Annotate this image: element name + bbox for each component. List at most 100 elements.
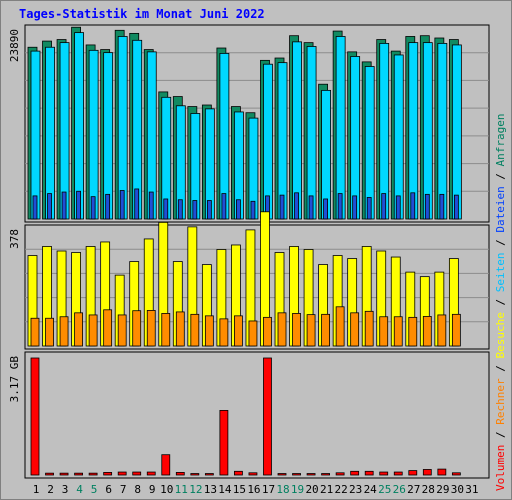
x-axis-day-label: 4 (76, 483, 83, 496)
bar-volumen-day-27 (408, 470, 418, 476)
legend-separator: / (494, 425, 507, 445)
x-axis-day-label: 6 (105, 483, 112, 496)
legend-item-anfragen: Anfragen (494, 113, 507, 166)
bar-volumen-day-1 (30, 357, 40, 476)
bar-volumen-day-26 (393, 471, 403, 476)
bar-rechner-day-15 (234, 315, 243, 347)
bar-volumen-day-12 (190, 473, 200, 476)
x-axis-day-label: 20 (305, 483, 318, 496)
bar-dateien-day-23 (350, 56, 361, 220)
bar-dateien-day-1 (30, 50, 41, 220)
bar-seiten-day-18 (279, 194, 285, 220)
x-axis-day-label: 19 (291, 483, 304, 496)
legend-separator: / (494, 292, 507, 312)
bar-seiten-day-20 (308, 195, 314, 220)
bar-seiten-day-30 (453, 194, 459, 220)
bar-volumen-day-8 (132, 471, 142, 476)
bar-seiten-day-28 (424, 193, 430, 220)
x-axis-day-label: 11 (175, 483, 188, 496)
x-axis-day-label: 30 (451, 483, 464, 496)
bar-volumen-day-24 (364, 470, 374, 476)
bar-volumen-day-15 (234, 470, 243, 476)
x-axis-day-label: 17 (262, 483, 275, 496)
bar-dateien-day-24 (364, 66, 375, 220)
bar-volumen-day-3 (59, 472, 69, 476)
bar-seiten-day-27 (410, 192, 416, 220)
bar-rechner-day-6 (103, 309, 113, 347)
bar-seiten-day-24 (366, 197, 372, 220)
x-axis-day-label: 12 (189, 483, 202, 496)
x-axis-day-label: 25 (378, 483, 391, 496)
bar-volumen-day-2 (45, 472, 54, 476)
bar-seiten-day-19 (294, 192, 299, 220)
bar-seiten-day-11 (177, 199, 183, 220)
bar-seiten-day-2 (47, 193, 52, 220)
bar-volumen-day-13 (204, 473, 214, 476)
bar-seiten-day-12 (192, 200, 198, 220)
bar-rechner-day-21 (321, 313, 331, 347)
bar-rechner-day-17 (263, 316, 272, 347)
x-axis-day-label: 28 (422, 483, 435, 496)
bar-rechner-day-26 (393, 316, 403, 347)
bar-rechner-day-2 (45, 317, 54, 347)
bar-volumen-day-30 (451, 472, 461, 476)
bar-seiten-day-9 (148, 191, 154, 220)
x-axis-day-label: 16 (247, 483, 260, 496)
bar-rechner-day-7 (117, 314, 127, 347)
bar-rechner-day-23 (350, 312, 360, 347)
bar-rechner-day-13 (204, 315, 214, 347)
bar-volumen-day-11 (175, 472, 185, 476)
x-axis-day-label: 31 (465, 483, 478, 496)
bar-volumen-day-21 (321, 473, 331, 476)
bar-rechner-day-24 (364, 310, 374, 347)
bar-rechner-day-10 (161, 313, 171, 347)
bar-rechner-day-25 (379, 316, 389, 347)
bar-dateien-day-5 (88, 49, 99, 220)
legend-item-volumen: Volumen (494, 445, 507, 491)
y-axis-max-label: 23890 (8, 29, 21, 62)
legend: Volumen / Rechner / Besuche / Seiten / D… (494, 113, 507, 491)
bar-rechner-day-18 (277, 312, 287, 347)
bar-rechner-day-19 (292, 313, 301, 347)
bar-seiten-day-4 (76, 190, 81, 220)
bar-seiten-day-13 (206, 200, 212, 220)
legend-item-besuche: Besuche (494, 312, 507, 358)
bar-volumen-day-6 (103, 472, 113, 476)
bar-volumen-day-20 (306, 473, 316, 476)
bar-rechner-day-16 (248, 320, 258, 347)
bar-volumen-day-29 (437, 468, 447, 476)
x-axis-day-label: 2 (47, 483, 54, 496)
bar-rechner-day-28 (422, 316, 432, 347)
bar-rechner-day-22 (335, 306, 345, 347)
bar-volumen-day-23 (350, 470, 360, 476)
bar-seiten-day-10 (163, 198, 169, 220)
bar-volumen-day-7 (117, 471, 127, 476)
bar-volumen-day-17 (263, 357, 272, 476)
x-axis-day-label: 13 (204, 483, 217, 496)
bar-seiten-day-14 (221, 193, 227, 220)
x-axis-day-label: 26 (393, 483, 406, 496)
legend-item-rechner: Rechner (494, 378, 507, 425)
legend-item-seiten: Seiten (494, 253, 507, 293)
bar-rechner-day-1 (30, 317, 40, 347)
bar-seiten-day-29 (439, 193, 445, 220)
x-axis-day-label: 5 (91, 483, 98, 496)
x-axis-day-label: 15 (233, 483, 246, 496)
y-axis-max-label: 3.17 GB (8, 356, 21, 403)
chart-title: Tages-Statistik im Monat Juni 2022 (19, 7, 265, 21)
bar-volumen-day-18 (277, 473, 287, 476)
bar-volumen-day-5 (88, 472, 98, 476)
x-axis-day-label: 22 (335, 483, 348, 496)
bar-seiten-day-21 (323, 198, 329, 220)
bar-seiten-day-15 (236, 199, 241, 220)
bar-seiten-day-3 (61, 191, 67, 220)
panel-3 (24, 351, 490, 479)
bar-rechner-day-20 (306, 314, 316, 347)
bar-dateien-day-26 (393, 54, 404, 220)
legend-item-dateien: Dateien (494, 186, 507, 232)
bar-dateien-day-30 (451, 44, 462, 220)
bar-seiten-day-7 (119, 190, 125, 220)
x-axis-day-label: 24 (364, 483, 378, 496)
